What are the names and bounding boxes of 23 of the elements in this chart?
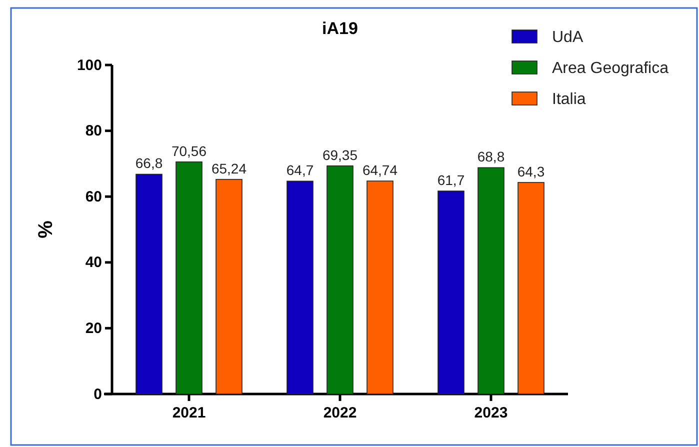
y-tick-label: 60 bbox=[85, 188, 102, 206]
data-label: 70,56 bbox=[171, 142, 207, 159]
legend-label: UdA bbox=[552, 29, 584, 46]
data-label: 64,3 bbox=[517, 163, 545, 180]
x-tick-label: 2021 bbox=[172, 404, 206, 422]
y-tick-label: 40 bbox=[85, 254, 102, 272]
x-tick-label: 2022 bbox=[323, 404, 357, 422]
y-tick-label: 100 bbox=[76, 56, 102, 74]
y-tick-label: 80 bbox=[85, 122, 102, 140]
x-tick-label: 2023 bbox=[474, 404, 508, 422]
y-axis-title: % bbox=[35, 220, 57, 238]
data-label: 61,7 bbox=[437, 172, 465, 188]
chart-title: iA19 bbox=[322, 19, 358, 38]
data-label: 66,8 bbox=[135, 155, 163, 172]
data-label: 65,24 bbox=[211, 160, 247, 176]
data-label: 68,8 bbox=[477, 148, 505, 165]
data-label: 64,7 bbox=[286, 162, 314, 178]
legend-label: Area Geografica bbox=[552, 60, 669, 77]
y-tick-label: 0 bbox=[94, 386, 102, 403]
legend-label: Italia bbox=[552, 91, 586, 108]
data-label: 69,35 bbox=[322, 146, 358, 163]
y-tick-label: 20 bbox=[85, 320, 102, 337]
data-label: 64,74 bbox=[362, 162, 398, 178]
